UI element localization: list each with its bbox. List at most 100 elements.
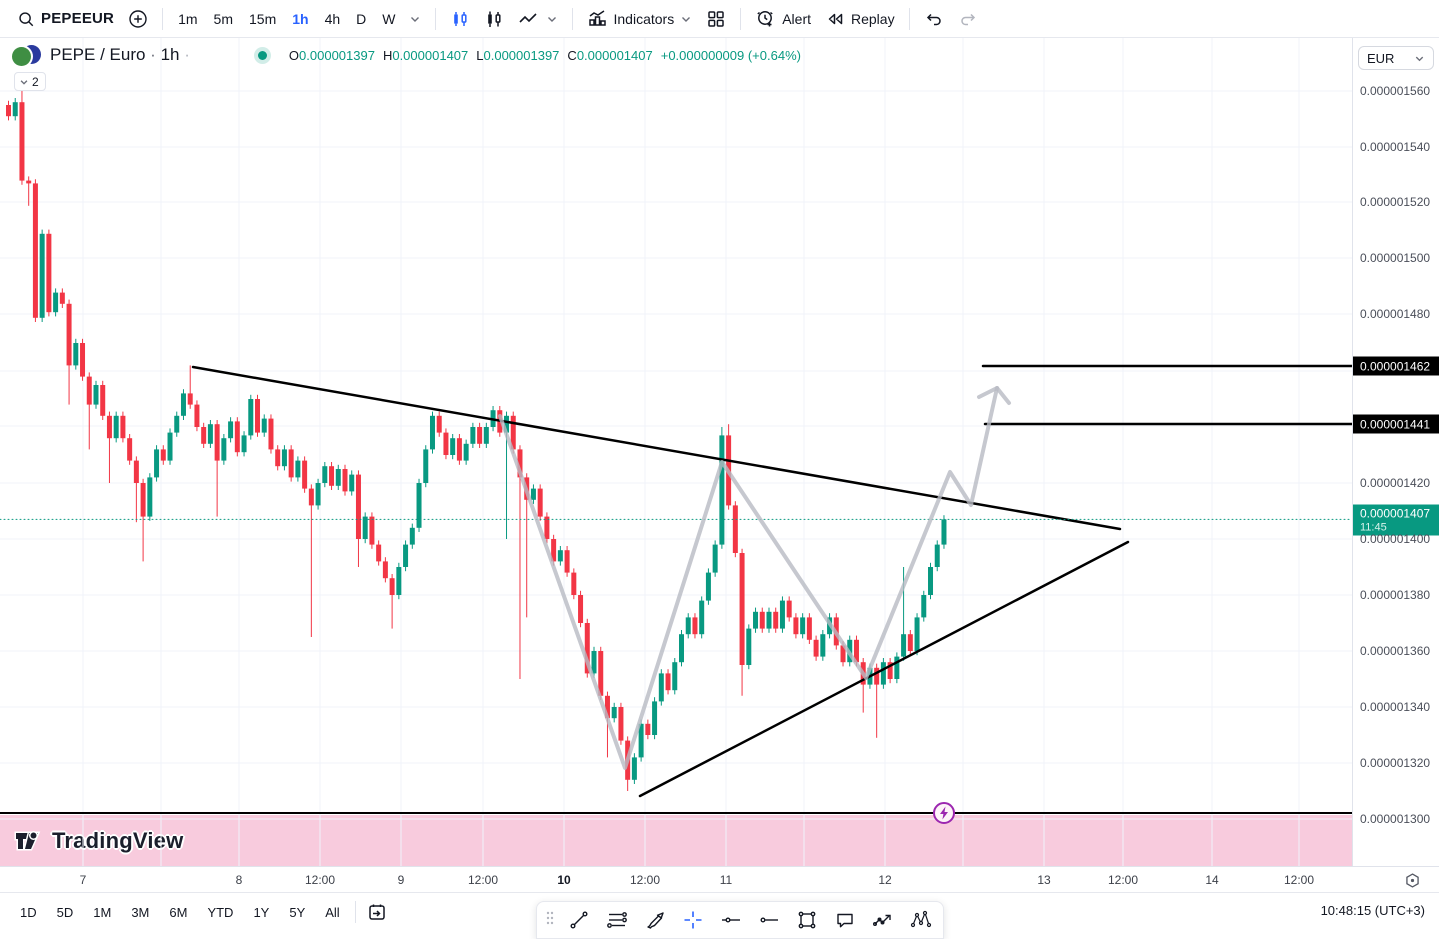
chart-style-line-button[interactable] [511, 5, 565, 33]
price-tick: 0.000001380 [1360, 588, 1431, 602]
session-clock[interactable]: 10:48:15 (UTC+3) [1320, 903, 1425, 918]
indicators-button[interactable]: Indicators [580, 5, 700, 33]
grid-layout-icon [708, 10, 724, 27]
time-tick: 8 [235, 873, 243, 887]
current-price: 0.000001407 [1360, 506, 1431, 520]
interval-D[interactable]: D [356, 10, 367, 27]
search-icon [19, 11, 34, 26]
price-level-tag: 0.000001462 [1353, 356, 1439, 376]
ascending-trendline[interactable] [638, 540, 1130, 798]
interval-1m[interactable]: 1m [178, 10, 198, 27]
redo-button[interactable] [951, 5, 985, 33]
compare-add-symbol-button[interactable] [121, 5, 155, 33]
undo-button[interactable] [917, 5, 951, 33]
range-all[interactable]: All [325, 904, 340, 920]
object-tree-badge[interactable]: 2 [14, 72, 46, 91]
chart-style-candles-button[interactable] [443, 5, 477, 33]
toolbar-divider [162, 7, 164, 30]
price-tick: 0.000001300 [1360, 812, 1431, 826]
indicators-label: Indicators [613, 10, 675, 27]
descending-trendline[interactable] [191, 365, 1122, 531]
plus-circle-icon [129, 9, 147, 28]
time-tick: 12:00 [629, 873, 661, 887]
time-tick: 14 [1205, 873, 1219, 887]
time-tick: 13 [1037, 873, 1051, 887]
toolbar-divider [908, 7, 910, 30]
range-5d[interactable]: 5D [56, 904, 74, 920]
ray-tool[interactable] [755, 906, 783, 934]
interval-1h[interactable]: 1h [292, 10, 309, 27]
range-1y[interactable]: 1Y [253, 904, 270, 920]
lightning-bolt-icon [933, 802, 955, 824]
symbol-search-button[interactable]: PEPEEUR [10, 5, 121, 33]
time-axis[interactable]: 7 8 12:00 9 12:00 10 12:00 11 12 13 12:00 14 12:00 [0, 866, 1439, 892]
drawing-toolbar [536, 901, 944, 939]
price-axis[interactable]: EUR 0.000001407 11:45 0.000001560 0.00000… [1352, 38, 1439, 866]
brush-icon [647, 912, 664, 929]
price-tick: 0.000001480 [1360, 307, 1431, 321]
range-1d[interactable]: 1D [20, 904, 37, 920]
projection-arrowhead[interactable] [977, 386, 1011, 405]
time-tick: 12 [878, 873, 892, 887]
range-ytd[interactable]: YTD [207, 904, 234, 920]
text-note-tool[interactable] [831, 906, 859, 934]
toolbar-divider [571, 7, 573, 30]
brush-tool[interactable] [641, 906, 669, 934]
drag-handle[interactable] [545, 910, 555, 931]
range-3m[interactable]: 3M [131, 904, 150, 920]
chart-pane[interactable]: TradingView [0, 38, 1352, 866]
toolbar-divider [354, 901, 356, 923]
horizontal-lines-icon [607, 912, 627, 928]
current-price-tag: 0.000001407 11:45 [1353, 504, 1439, 536]
interval-W[interactable]: W [382, 10, 396, 27]
currency-value: EUR [1367, 50, 1395, 66]
price-tick: 0.000001320 [1360, 756, 1431, 770]
symbol-legend[interactable]: PEPE / Euro · 1h · O0.000001397 H0.000001… [12, 45, 801, 66]
xabcd-pattern-tool[interactable] [907, 906, 935, 934]
projection-zigzag[interactable] [498, 386, 999, 770]
pepe-logo-icon [12, 47, 31, 66]
chart-style-bars-button[interactable] [477, 5, 511, 33]
horizontal-lines-tool[interactable] [603, 906, 631, 934]
market-status-dot[interactable] [257, 50, 267, 60]
interval-menu-button[interactable] [402, 5, 428, 33]
price-tick: 0.000001540 [1360, 140, 1431, 154]
layout-grid-button[interactable] [699, 5, 733, 33]
interval-4h[interactable]: 4h [324, 10, 341, 27]
alert-label: Alert [782, 10, 811, 27]
currency-select[interactable]: EUR [1358, 46, 1434, 70]
alert-button[interactable]: Alert [748, 5, 818, 33]
ohlc-l: L0.000001397 [476, 47, 560, 63]
candlestick-chart[interactable] [0, 38, 1352, 866]
interval-15m[interactable]: 15m [249, 10, 277, 27]
candles-icon [453, 11, 467, 26]
go-to-date-button[interactable] [363, 898, 391, 926]
object-count: 2 [32, 74, 39, 89]
ray-left-dot-icon [760, 917, 778, 923]
interval-5m[interactable]: 5m [213, 10, 233, 27]
chevron-down-icon [682, 16, 691, 22]
rectangle-tool[interactable] [793, 906, 821, 934]
chevron-down-icon [410, 16, 419, 22]
range-5y[interactable]: 5Y [289, 904, 306, 920]
chevron-down-icon [1415, 56, 1424, 61]
trend-line-tool[interactable] [565, 906, 593, 934]
toolbar-divider [740, 7, 742, 30]
time-tick: 12:00 [304, 873, 336, 887]
price-level-tag: 0.000001441 [1353, 414, 1439, 434]
crosshair-tool[interactable] [679, 906, 707, 934]
zigzag-pattern-tool[interactable] [869, 906, 897, 934]
crosshair-icon [684, 911, 702, 929]
drag-dots-icon [546, 911, 554, 924]
range-6m[interactable]: 6M [169, 904, 188, 920]
ohlc-values: O0.000001397 H0.000001407 L0.000001397 C0.0… [289, 48, 801, 63]
toolbar-divider [434, 7, 436, 30]
horizontal-ray-tool[interactable] [717, 906, 745, 934]
undo-arrow-icon [926, 13, 941, 25]
range-1m[interactable]: 1M [93, 904, 112, 920]
timezone-settings-icon[interactable] [1404, 872, 1421, 889]
ray-mid-dot-icon [722, 917, 740, 923]
symbol-title[interactable]: PEPE / Euro · 1h · [50, 45, 190, 64]
boost-button[interactable] [931, 800, 957, 826]
replay-button[interactable]: Replay [818, 5, 902, 33]
